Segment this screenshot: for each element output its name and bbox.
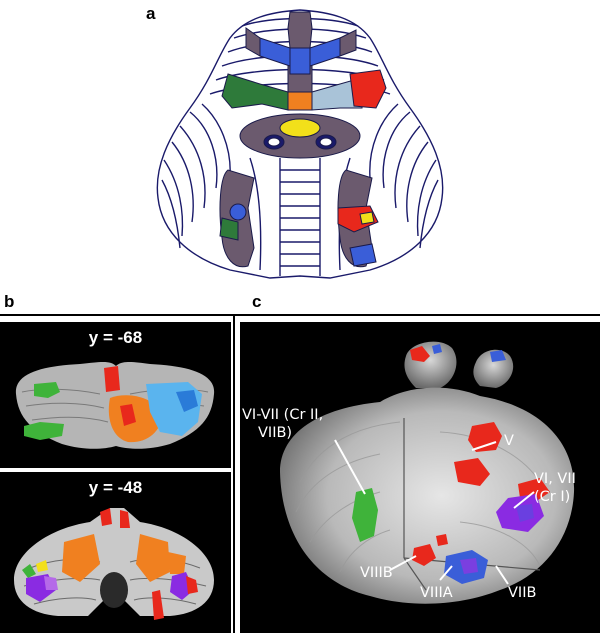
label-viiia: VIIIA — [420, 585, 453, 601]
slice-label-top: y = -68 — [88, 328, 143, 347]
panel-a-letter: a — [146, 4, 156, 23]
cerebellum-homunculus-drawing — [156, 9, 444, 279]
lower-right-homunculus — [337, 169, 379, 268]
lower-left-homunculus — [219, 169, 255, 268]
slice-label-bottom: y = -48 — [88, 478, 143, 497]
label-vi-vii-cri: VI, VII (Cr I) — [534, 470, 576, 506]
vertical-divider — [233, 314, 235, 633]
label-vi-vii-crii-line2: VIIB) — [258, 425, 293, 441]
label-vi-vii-cri-line1: VI, VII — [534, 471, 576, 487]
label-viib: VIIB — [508, 585, 537, 601]
slice-panel-bottom: y = -48 — [0, 472, 231, 633]
panel-b-letter: b — [4, 292, 15, 311]
slice-panel-top: y = -68 — [0, 322, 231, 468]
slice-image-bottom — [14, 508, 214, 620]
label-viiib: VIIIB — [360, 565, 393, 581]
label-vi-vii-crii-line1: VI-VII (Cr II, — [242, 407, 324, 423]
panel-c-letter: c — [252, 292, 262, 311]
cerebellum-3d-render — [280, 341, 575, 604]
horizontal-divider — [0, 314, 600, 316]
label-v: V — [504, 433, 514, 449]
label-vi-vii-cri-line2: (Cr I) — [534, 489, 571, 505]
upper-homunculus — [221, 11, 387, 159]
cerebellum-3d-panel: VI-VII (Cr II, VIIB) V VI, VII (Cr I) VI… — [240, 322, 600, 633]
slice-image-top — [15, 362, 215, 449]
label-vi-vii-crii: VI-VII (Cr II, VIIB) — [242, 406, 323, 442]
